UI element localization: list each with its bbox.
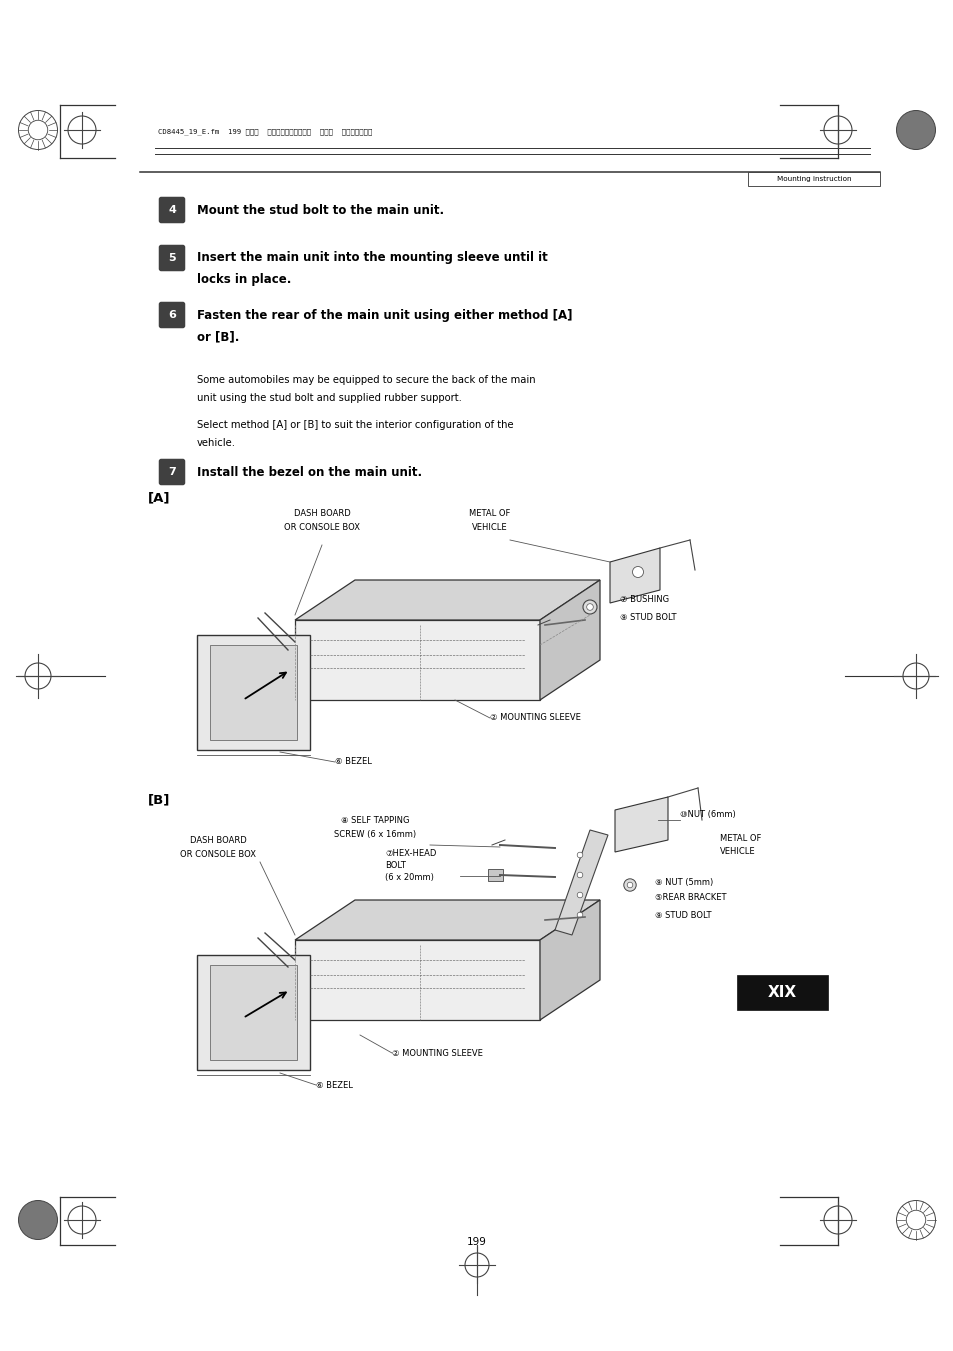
Text: Mounting instruction: Mounting instruction — [776, 176, 850, 182]
FancyBboxPatch shape — [159, 303, 184, 327]
Text: ⑨ STUD BOLT: ⑨ STUD BOLT — [619, 613, 676, 623]
Circle shape — [623, 878, 636, 892]
Polygon shape — [555, 830, 607, 935]
FancyBboxPatch shape — [159, 459, 184, 485]
Text: [B]: [B] — [148, 793, 171, 807]
Text: Mount the stud bolt to the main unit.: Mount the stud bolt to the main unit. — [196, 204, 444, 216]
Text: ⑤REAR BRACKET: ⑤REAR BRACKET — [655, 893, 726, 902]
Polygon shape — [196, 635, 310, 750]
Polygon shape — [539, 580, 599, 700]
Text: VEHICLE: VEHICLE — [472, 523, 507, 532]
Text: Fasten the rear of the main unit using either method [A]: Fasten the rear of the main unit using e… — [196, 308, 572, 322]
Polygon shape — [196, 955, 310, 1070]
Text: (6 x 20mm): (6 x 20mm) — [385, 873, 434, 882]
Polygon shape — [294, 940, 539, 1020]
Circle shape — [577, 892, 582, 898]
Text: Select method [A] or [B] to suit the interior configuration of the: Select method [A] or [B] to suit the int… — [196, 420, 513, 430]
Text: vehicle.: vehicle. — [196, 438, 235, 449]
Text: or [B].: or [B]. — [196, 331, 239, 343]
FancyBboxPatch shape — [159, 246, 184, 270]
Circle shape — [896, 1201, 935, 1239]
Polygon shape — [615, 797, 667, 852]
Text: OR CONSOLE BOX: OR CONSOLE BOX — [180, 850, 255, 859]
Text: ⑥ BEZEL: ⑥ BEZEL — [315, 1081, 353, 1089]
Text: ⑨ STUD BOLT: ⑨ STUD BOLT — [655, 912, 711, 920]
Circle shape — [582, 600, 597, 613]
Text: METAL OF: METAL OF — [720, 834, 760, 843]
Text: ⑦ BUSHING: ⑦ BUSHING — [619, 596, 668, 604]
Text: Install the bezel on the main unit.: Install the bezel on the main unit. — [196, 466, 421, 478]
Bar — [737, 975, 827, 1011]
Text: METAL OF: METAL OF — [469, 509, 510, 517]
Text: 199: 199 — [467, 1238, 486, 1247]
Circle shape — [626, 882, 632, 888]
FancyBboxPatch shape — [159, 197, 184, 223]
Text: Some automobiles may be equipped to secure the back of the main: Some automobiles may be equipped to secu… — [196, 376, 535, 385]
Text: 4: 4 — [168, 205, 175, 215]
Circle shape — [18, 1201, 57, 1239]
Circle shape — [905, 1210, 924, 1229]
Text: OR CONSOLE BOX: OR CONSOLE BOX — [284, 523, 359, 532]
Text: ⑨ NUT (5mm): ⑨ NUT (5mm) — [655, 878, 713, 886]
Circle shape — [632, 566, 643, 577]
Circle shape — [29, 120, 48, 139]
Text: unit using the stud bolt and supplied rubber support.: unit using the stud bolt and supplied ru… — [196, 393, 461, 403]
Text: ② MOUNTING SLEEVE: ② MOUNTING SLEEVE — [392, 1048, 482, 1058]
Text: ② MOUNTING SLEEVE: ② MOUNTING SLEEVE — [490, 713, 580, 723]
Circle shape — [586, 604, 593, 611]
Bar — [747, 172, 879, 186]
Polygon shape — [609, 549, 659, 603]
Text: [A]: [A] — [148, 492, 171, 504]
Text: 7: 7 — [168, 467, 175, 477]
Circle shape — [577, 873, 582, 878]
Text: 6: 6 — [168, 309, 175, 320]
Text: DASH BOARD: DASH BOARD — [190, 836, 246, 844]
Circle shape — [896, 111, 935, 150]
Circle shape — [646, 816, 653, 823]
Text: BOLT: BOLT — [385, 861, 405, 870]
Text: SCREW (6 x 16mm): SCREW (6 x 16mm) — [334, 830, 416, 839]
Text: ⑧ SELF TAPPING: ⑧ SELF TAPPING — [340, 816, 409, 825]
Circle shape — [642, 813, 657, 827]
Polygon shape — [294, 900, 599, 940]
Text: XIX: XIX — [767, 985, 796, 1000]
Polygon shape — [210, 965, 296, 1061]
Text: ⑦HEX-HEAD: ⑦HEX-HEAD — [385, 848, 436, 858]
Text: 5: 5 — [168, 253, 175, 263]
Polygon shape — [210, 644, 296, 740]
Text: ⑥ BEZEL: ⑥ BEZEL — [335, 758, 372, 766]
Text: ⑩NUT (6mm): ⑩NUT (6mm) — [679, 809, 735, 819]
Polygon shape — [539, 900, 599, 1020]
Circle shape — [577, 912, 582, 917]
Polygon shape — [294, 620, 539, 700]
Circle shape — [577, 852, 582, 858]
Polygon shape — [294, 580, 599, 620]
Text: locks in place.: locks in place. — [196, 273, 291, 286]
Text: CD8445_19_E.fm  199 ページ  ２００５年１月２６日  水曜日  午後２時４８分: CD8445_19_E.fm 199 ページ ２００５年１月２６日 水曜日 午後… — [158, 128, 372, 135]
Polygon shape — [488, 869, 502, 881]
Circle shape — [18, 111, 57, 150]
Text: DASH BOARD: DASH BOARD — [294, 509, 350, 517]
Text: VEHICLE: VEHICLE — [720, 847, 755, 857]
Text: Insert the main unit into the mounting sleeve until it: Insert the main unit into the mounting s… — [196, 251, 547, 265]
